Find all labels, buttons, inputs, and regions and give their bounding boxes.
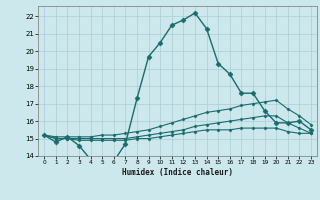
X-axis label: Humidex (Indice chaleur): Humidex (Indice chaleur): [122, 168, 233, 177]
